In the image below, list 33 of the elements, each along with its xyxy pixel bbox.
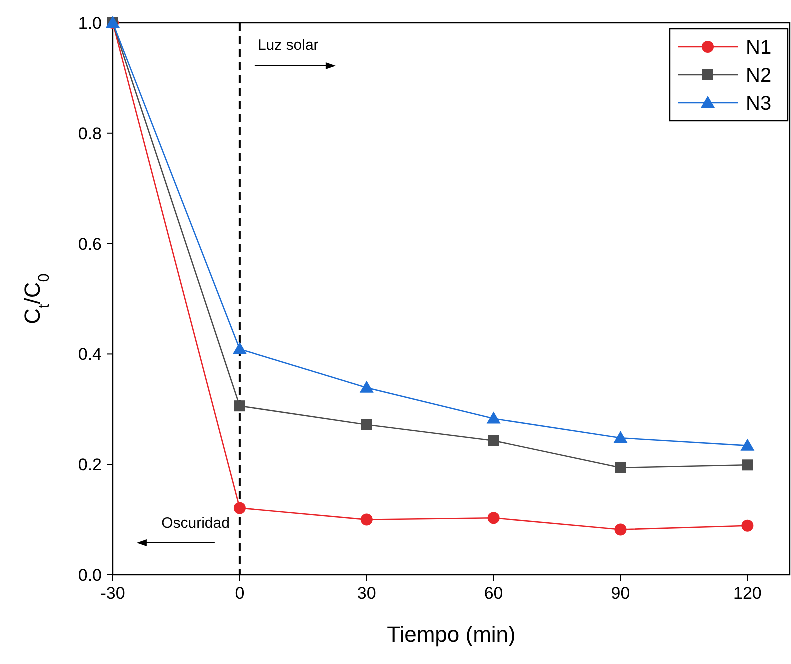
point [488, 512, 500, 524]
point [742, 520, 754, 532]
x-axis-title: Tiempo (min) [387, 622, 516, 647]
x-tick-label: 0 [235, 584, 245, 603]
point [232, 342, 247, 354]
y-tick-label: 0.8 [78, 124, 102, 144]
y-tick-label: 0.6 [78, 234, 102, 254]
x-tick-label: 120 [734, 584, 762, 603]
y-tick-label: 0.0 [78, 566, 102, 585]
point [742, 460, 754, 471]
point [615, 462, 626, 474]
point [614, 524, 627, 536]
point [486, 412, 501, 424]
y-tick-label: 1.0 [78, 14, 102, 33]
point [740, 438, 755, 451]
legend-label: N3 [746, 93, 772, 115]
point [614, 431, 628, 444]
x-tick-label: -30 [100, 584, 126, 603]
point [360, 514, 373, 526]
point [234, 400, 246, 412]
point [488, 435, 500, 446]
annotation: Luz solar [258, 37, 319, 54]
y-tick-label: 0.4 [78, 345, 102, 364]
y-tick-label: 0.2 [78, 456, 102, 475]
point [360, 380, 374, 393]
x-tick-label: 90 [611, 584, 630, 603]
x-tick-label: 60 [484, 584, 504, 603]
x-tick-label: 30 [357, 584, 376, 603]
legend-label: N2 [746, 65, 772, 87]
legend-label: N1 [746, 37, 772, 59]
point [234, 502, 246, 514]
point [361, 419, 372, 430]
annotation: Oscuridad [162, 515, 230, 532]
